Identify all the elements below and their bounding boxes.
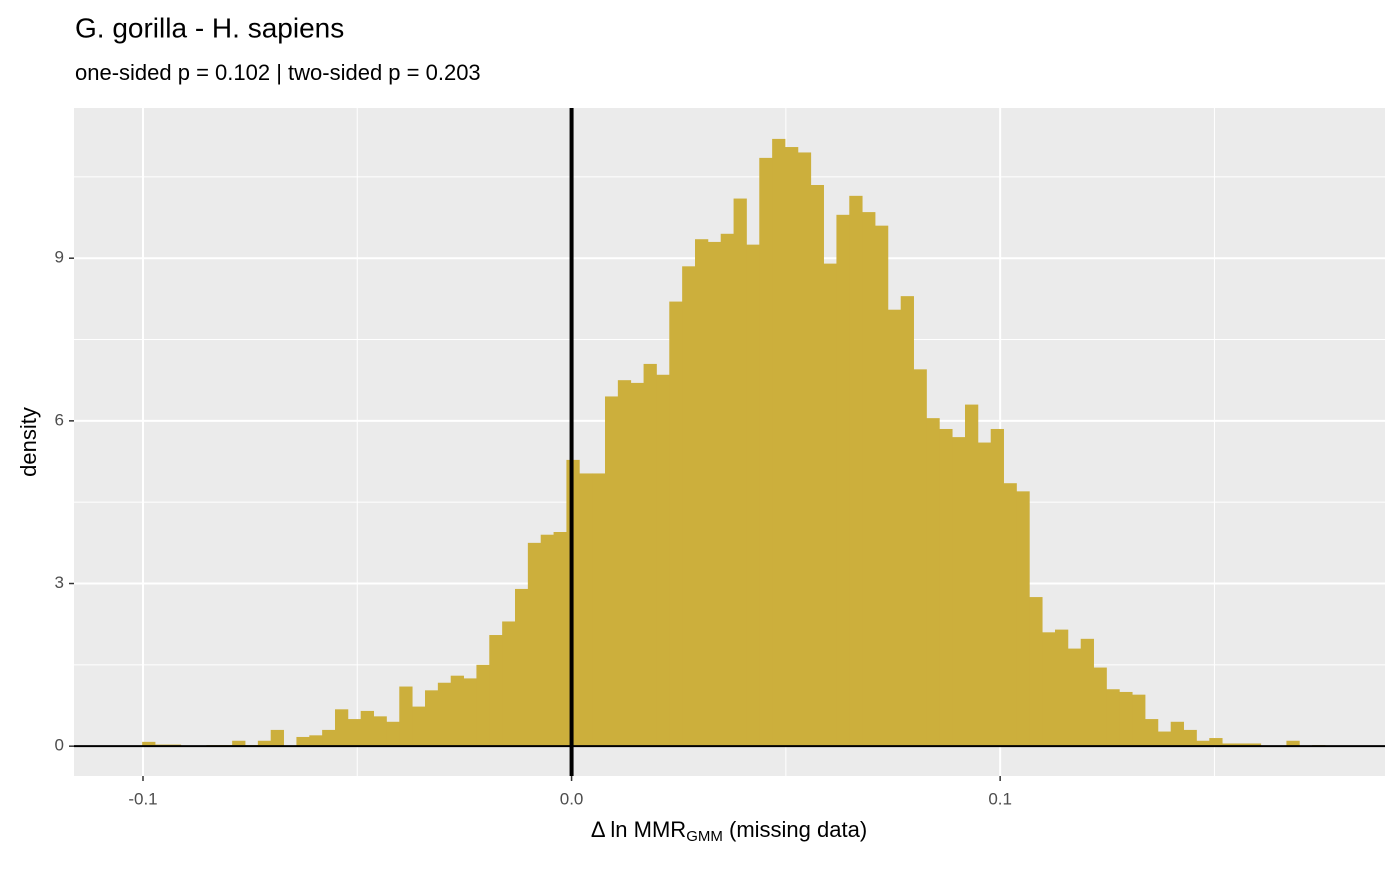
bar xyxy=(926,418,940,747)
y-tick-label: 6 xyxy=(55,410,64,429)
bar xyxy=(527,542,542,747)
bar xyxy=(515,588,529,747)
bar xyxy=(977,442,992,747)
x-axis-title-subscript: GMM xyxy=(686,828,723,845)
bar xyxy=(1055,629,1069,747)
bar xyxy=(1157,731,1172,747)
x-axis-title: Δ ln MMRGMM (missing data) xyxy=(591,817,867,845)
bar xyxy=(682,266,696,747)
bar xyxy=(335,709,349,747)
bar xyxy=(1132,694,1146,747)
y-tick-label: 9 xyxy=(55,248,64,267)
bar xyxy=(502,621,516,747)
bar xyxy=(489,635,503,747)
bar xyxy=(1145,719,1159,747)
bar xyxy=(759,157,773,747)
bar xyxy=(823,263,837,747)
bar xyxy=(257,740,272,747)
bar xyxy=(810,184,824,747)
bar xyxy=(797,152,812,747)
y-tick-label: 3 xyxy=(55,573,64,592)
bar xyxy=(605,396,619,747)
bar xyxy=(450,675,464,747)
bar xyxy=(296,736,310,747)
bar xyxy=(1247,743,1262,747)
bar xyxy=(540,534,554,747)
y-tick-label: 0 xyxy=(55,736,64,755)
bar xyxy=(1042,632,1056,747)
bar xyxy=(437,682,452,747)
bar xyxy=(630,382,644,747)
bar xyxy=(1080,638,1094,747)
bar xyxy=(553,532,567,747)
bar xyxy=(720,233,734,747)
chart-title: G. gorilla - H. sapiens xyxy=(75,12,344,43)
bar xyxy=(579,473,593,747)
bar xyxy=(373,716,387,747)
bar xyxy=(1235,743,1249,747)
bar xyxy=(939,428,953,747)
bar xyxy=(695,239,709,747)
bar xyxy=(1106,689,1120,747)
bar xyxy=(412,706,426,747)
bar xyxy=(399,686,413,747)
bar xyxy=(1170,721,1184,747)
bars xyxy=(142,138,1326,747)
bar xyxy=(990,428,1004,747)
bar xyxy=(1067,648,1082,747)
bar xyxy=(887,309,902,747)
bar xyxy=(386,721,400,747)
bar xyxy=(1286,740,1300,747)
bar xyxy=(733,198,747,747)
bar xyxy=(1029,597,1043,747)
bar xyxy=(656,374,670,747)
bar xyxy=(900,296,914,747)
bar xyxy=(232,740,246,747)
bar xyxy=(669,301,683,747)
overlay xyxy=(74,108,1385,776)
bar xyxy=(463,678,477,747)
bar xyxy=(1093,667,1107,747)
bar xyxy=(952,437,966,747)
y-axis-title: density xyxy=(16,407,41,477)
bar xyxy=(322,729,336,747)
bar xyxy=(270,729,284,747)
bar xyxy=(309,735,323,747)
bar xyxy=(746,244,760,747)
bar xyxy=(1003,483,1017,747)
x-axis-title-main: Δ ln MMR xyxy=(591,817,686,842)
bar xyxy=(476,664,490,747)
bar xyxy=(1016,491,1030,747)
bar xyxy=(862,212,876,747)
bar xyxy=(643,363,657,747)
bar xyxy=(347,719,362,747)
bar xyxy=(1222,743,1236,747)
bar xyxy=(849,195,863,747)
x-tick-label: 0.0 xyxy=(560,789,584,808)
bar xyxy=(772,138,786,747)
bar xyxy=(836,214,850,747)
x-axis-title-suffix: (missing data) xyxy=(723,817,867,842)
bar xyxy=(360,710,374,747)
bar xyxy=(707,241,722,747)
x-tick-label: 0.1 xyxy=(988,789,1012,808)
bar xyxy=(965,404,979,747)
bar xyxy=(1119,691,1133,747)
chart-subtitle: one-sided p = 0.102 | two-sided p = 0.20… xyxy=(75,60,481,85)
bar xyxy=(785,147,799,747)
bar xyxy=(1196,740,1210,747)
bar xyxy=(425,690,439,747)
bar xyxy=(617,380,632,747)
bar xyxy=(913,369,927,747)
bar xyxy=(875,225,889,747)
bar xyxy=(592,473,606,747)
x-tick-label: -0.1 xyxy=(128,789,157,808)
bar xyxy=(142,741,156,747)
bar xyxy=(1209,738,1223,747)
bar xyxy=(1183,729,1197,747)
